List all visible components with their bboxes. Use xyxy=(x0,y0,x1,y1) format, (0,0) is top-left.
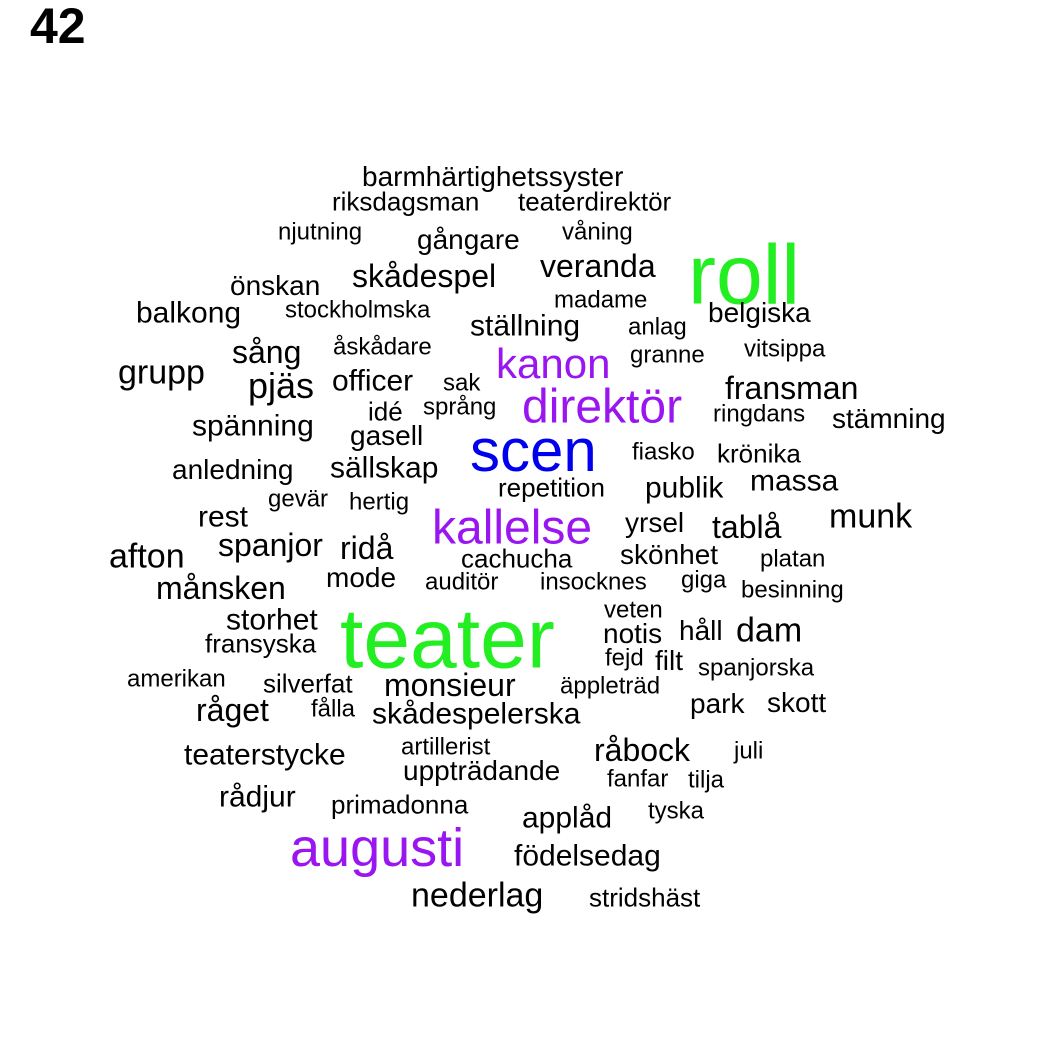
word-massa: massa xyxy=(750,464,839,498)
word-sang: sång xyxy=(232,334,302,371)
word-mode: mode xyxy=(326,562,397,594)
word-raget: råget xyxy=(196,692,269,729)
word-barmhartighetssyster: barmhärtighetssyster xyxy=(362,161,624,193)
word-pjas: pjäs xyxy=(248,364,315,406)
word-rida: ridå xyxy=(340,530,394,567)
word-gangare: gångare xyxy=(417,224,520,256)
word-appletrad: äppleträd xyxy=(560,672,661,700)
word-upptradande: uppträdande xyxy=(403,755,561,787)
word-skadespel: skådespel xyxy=(352,258,497,295)
word-primadonna: primadonna xyxy=(331,789,469,820)
word-artillerist: artillerist xyxy=(401,733,491,761)
word-vitsippa: vitsippa xyxy=(744,335,826,363)
word-mansken: månsken xyxy=(156,570,286,607)
word-park: park xyxy=(690,688,745,720)
word-grupp: grupp xyxy=(118,353,205,392)
word-juli: juli xyxy=(734,737,764,765)
word-fodelsedag: födelsedag xyxy=(514,839,661,873)
word-veten: veten xyxy=(604,596,663,624)
word-sallskap: sällskap xyxy=(330,451,439,485)
word-amerikan: amerikan xyxy=(127,665,226,693)
word-hall: håll xyxy=(679,615,723,647)
word-balkong: balkong xyxy=(136,296,242,330)
word-stridshast: stridshäst xyxy=(589,882,701,913)
word-teaterdirektor: teaterdirektör xyxy=(518,186,672,217)
word-tyska: tyska xyxy=(648,797,705,825)
word-vaning: våning xyxy=(562,218,633,246)
word-anlag: anlag xyxy=(628,313,687,341)
word-auditor: auditör xyxy=(425,568,499,596)
word-munk: munk xyxy=(829,497,913,536)
word-veranda: veranda xyxy=(540,248,656,285)
word-fiasko: fiasko xyxy=(632,438,695,466)
word-silverfat: silverfat xyxy=(263,668,353,699)
word-kanon: kanon xyxy=(496,340,611,388)
word-publik: publik xyxy=(645,471,724,505)
word-spanning: spänning xyxy=(192,409,314,443)
word-insocknes: insocknes xyxy=(540,568,647,596)
word-dam: dam xyxy=(736,611,803,650)
word-fejd: fejd xyxy=(605,644,644,672)
word-repetition: repetition xyxy=(498,472,605,503)
word-afton: afton xyxy=(109,537,185,576)
word-fransman: fransman xyxy=(725,370,859,407)
word-teater: teater xyxy=(340,591,555,686)
word-granne: granne xyxy=(630,341,705,369)
word-gevar: gevär xyxy=(268,485,329,513)
word-platan: platan xyxy=(760,545,826,573)
word-onskan: önskan xyxy=(230,270,321,302)
word-kallelse: kallelse xyxy=(432,501,593,555)
word-notis: notis xyxy=(603,618,663,650)
word-askadare: åskådare xyxy=(333,333,432,361)
word-stamning: stämning xyxy=(832,403,946,435)
page-number: 42 xyxy=(30,0,86,54)
word-direktor: direktör xyxy=(522,380,683,434)
word-monsieur: monsieur xyxy=(384,667,516,704)
word-storhet: storhet xyxy=(226,603,318,637)
word-gasell: gasell xyxy=(350,420,424,452)
word-tabla: tablå xyxy=(712,509,782,546)
word-fransyska: fransyska xyxy=(205,628,317,659)
word-hertig: hertig xyxy=(349,488,410,516)
word-madame: madame xyxy=(554,286,648,314)
word-cachucha: cachucha xyxy=(461,543,573,574)
word-tilja: tilja xyxy=(688,766,725,794)
word-besinning: besinning xyxy=(741,576,844,604)
word-scen: scen xyxy=(470,417,597,485)
word-rabock: råbock xyxy=(594,732,691,769)
word-stallning: ställning xyxy=(470,309,581,343)
word-anledning: anledning xyxy=(172,454,294,486)
word-radjur: rådjur xyxy=(219,780,296,814)
word-spanjor: spanjor xyxy=(218,527,323,564)
word-stockholmska: stockholmska xyxy=(285,296,431,324)
word-ide: idé xyxy=(368,396,403,427)
word-roll: roll xyxy=(688,227,801,322)
word-applad: applåd xyxy=(522,801,613,835)
word-riksdagsman: riksdagsman xyxy=(332,186,480,217)
word-yrsel: yrsel xyxy=(625,507,685,539)
word-belgiska: belgiska xyxy=(708,297,811,329)
word-teaterstycke: teaterstycke xyxy=(184,738,346,772)
word-fanfar: fanfar xyxy=(607,765,669,793)
word-falla: fålla xyxy=(311,695,356,723)
word-ringdans: ringdans xyxy=(713,400,806,428)
word-njutning: njutning xyxy=(278,218,363,246)
word-skott: skott xyxy=(767,687,827,719)
word-augusti: augusti xyxy=(290,817,465,878)
word-rest: rest xyxy=(198,500,249,534)
word-kronika: krönika xyxy=(717,438,801,469)
word-sprang: språng xyxy=(423,393,497,421)
word-spanjorska: spanjorska xyxy=(698,654,815,682)
word-nederlag: nederlag xyxy=(411,876,544,915)
word-giga: giga xyxy=(681,566,727,594)
word-filt: filt xyxy=(655,645,683,677)
word-skadespelerska: skådespelerska xyxy=(372,697,581,731)
word-skonhet: skönhet xyxy=(620,539,719,571)
word-sak: sak xyxy=(443,369,481,397)
word-officer: officer xyxy=(332,364,414,398)
